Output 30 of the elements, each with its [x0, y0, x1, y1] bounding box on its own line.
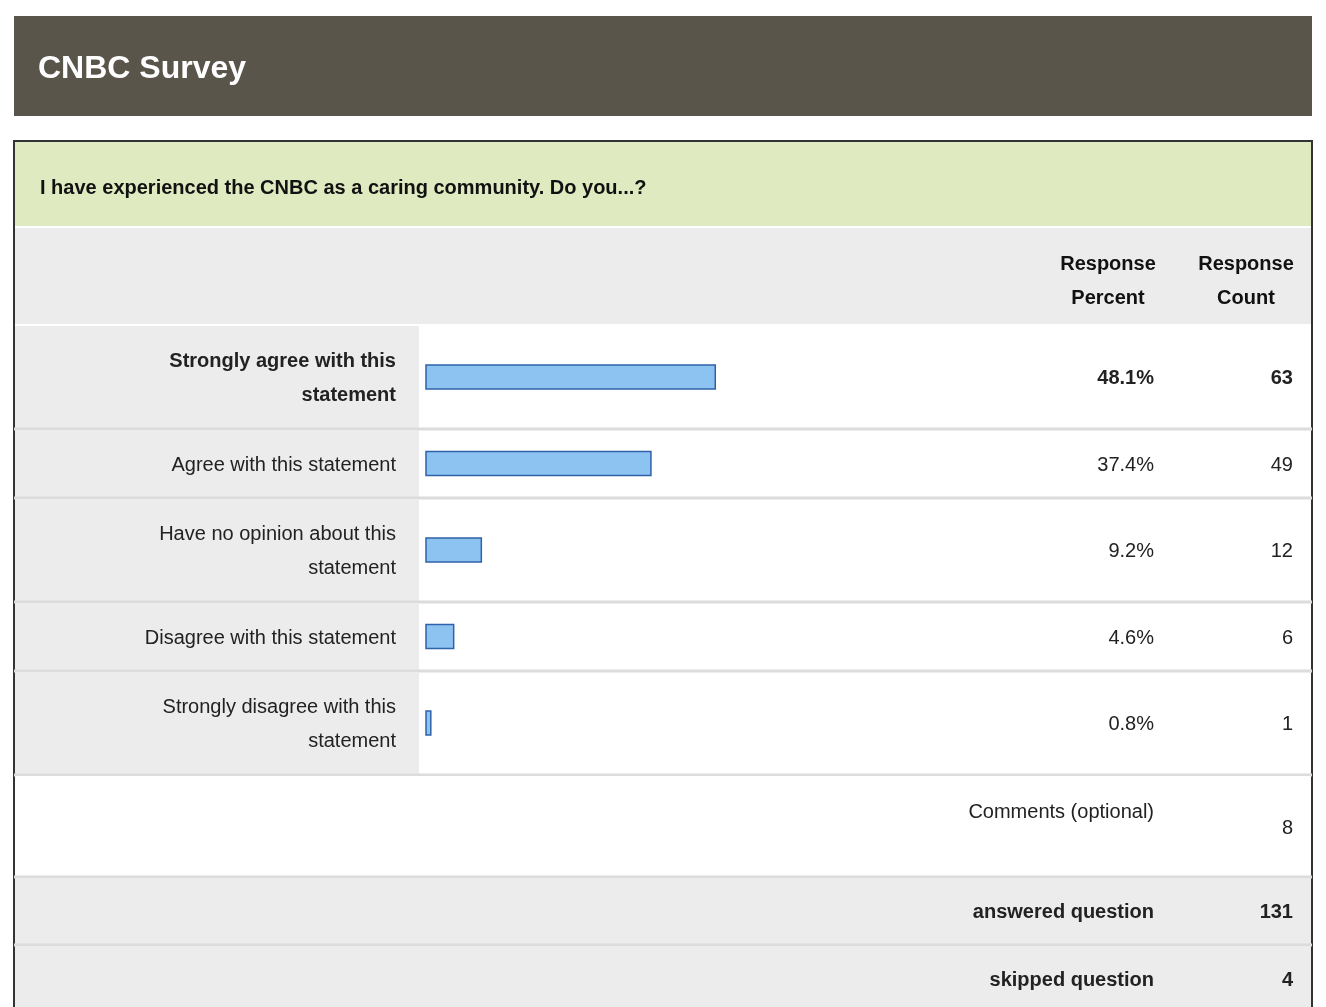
y-tick-label: Agree with this statement	[171, 452, 397, 475]
text: 12	[1270, 539, 1293, 561]
data-label: 37.4%	[1097, 452, 1155, 475]
text: Response Count	[1198, 252, 1294, 308]
text: Comments (optional)	[968, 800, 1154, 822]
y-tick-label: Strongly agree with this statement	[169, 349, 397, 405]
bar	[425, 710, 432, 736]
text: 8	[1281, 816, 1293, 838]
data-label: 4.6%	[1108, 625, 1155, 648]
text: 49	[1270, 452, 1293, 475]
data-label: 48.1%	[1097, 366, 1155, 388]
bar	[425, 623, 455, 650]
chart-subtitle: I have experienced the CNBC as a caring community. Do you...?	[40, 176, 647, 198]
bar	[425, 450, 652, 477]
data-label: 9.2%	[1108, 539, 1155, 561]
data-label: 0.8%	[1108, 712, 1155, 734]
text: Response Percent	[1060, 252, 1156, 308]
text: 131	[1259, 900, 1293, 922]
y-tick-label: Have no opinion about this statement	[159, 522, 397, 578]
text: 63	[1270, 366, 1293, 388]
bar	[425, 364, 717, 390]
bar	[425, 537, 483, 563]
text: skipped question	[989, 968, 1154, 990]
y-tick-label: Disagree with this statement	[144, 625, 397, 648]
text: CNBC Survey	[38, 49, 247, 85]
text: 1	[1281, 712, 1293, 734]
text: 4	[1281, 968, 1294, 990]
y-tick-label: Strongly disagree with this statement	[162, 695, 397, 751]
text: answered question	[972, 900, 1154, 922]
text: 6	[1281, 625, 1293, 648]
